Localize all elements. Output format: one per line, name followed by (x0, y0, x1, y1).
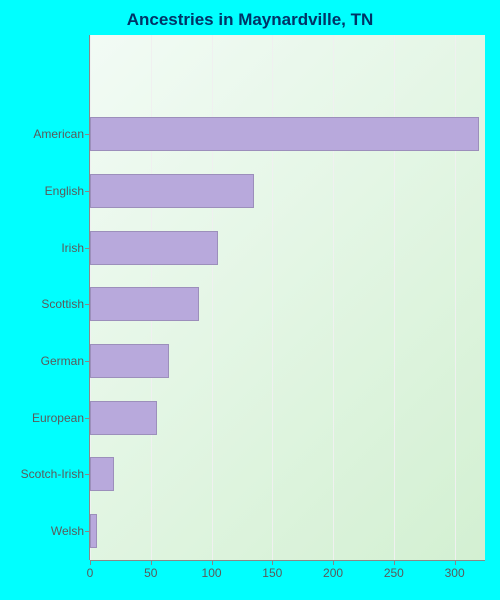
x-tick-label: 100 (202, 566, 222, 580)
y-tick-label: English (45, 184, 84, 198)
chart-container: Ancestries in Maynardville, TN City-Data… (0, 0, 500, 600)
x-tick (90, 560, 91, 565)
bar (90, 457, 114, 491)
x-tick (333, 560, 334, 565)
x-tick-label: 150 (262, 566, 282, 580)
x-tick-label: 200 (323, 566, 343, 580)
x-tick-label: 50 (144, 566, 157, 580)
grid-line (272, 35, 273, 560)
x-tick-label: 0 (87, 566, 94, 580)
bar (90, 401, 157, 435)
bar (90, 287, 199, 321)
bar (90, 514, 97, 548)
x-tick (151, 560, 152, 565)
x-axis-line (90, 560, 485, 561)
y-tick-label: American (33, 127, 84, 141)
grid-line (212, 35, 213, 560)
x-tick-label: 300 (445, 566, 465, 580)
y-tick-label: Irish (61, 241, 84, 255)
grid-line (394, 35, 395, 560)
bar (90, 117, 479, 151)
bar (90, 344, 169, 378)
x-tick (394, 560, 395, 565)
x-tick-label: 250 (384, 566, 404, 580)
x-tick (272, 560, 273, 565)
y-tick-label: European (32, 411, 84, 425)
grid-line (455, 35, 456, 560)
grid-line (333, 35, 334, 560)
plot-area (90, 35, 485, 560)
y-tick-label: German (41, 354, 84, 368)
x-tick (212, 560, 213, 565)
bar (90, 231, 218, 265)
bar (90, 174, 254, 208)
y-axis-labels: American English Irish Scottish German Europe… (0, 35, 90, 560)
y-tick-label: Welsh (51, 524, 84, 538)
chart-title: Ancestries in Maynardville, TN (0, 10, 500, 30)
y-tick-label: Scottish (41, 297, 84, 311)
x-tick (455, 560, 456, 565)
y-tick-label: Scotch-Irish (21, 467, 84, 481)
